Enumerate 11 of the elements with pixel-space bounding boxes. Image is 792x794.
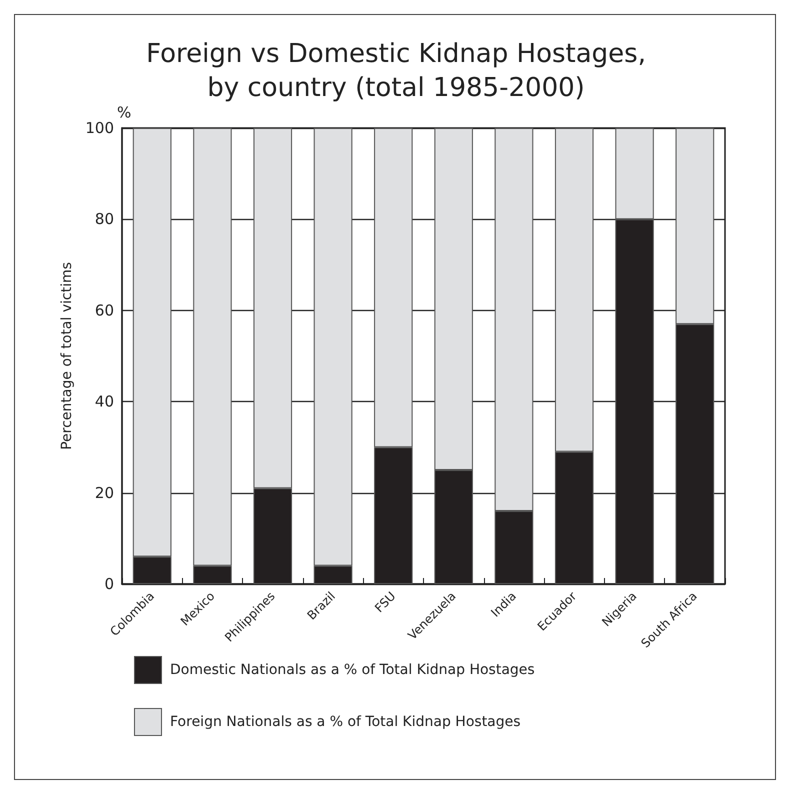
y-axis-title: Percentage of total victims <box>59 262 75 450</box>
y-tick-label: 40 <box>94 392 114 411</box>
y-tick-label: 60 <box>94 301 114 320</box>
legend-label: Foreign Nationals as a % of Total Kidnap Hostages <box>170 714 521 730</box>
y-tick-label: 100 <box>85 119 114 137</box>
legend-label: Domestic Nationals as a % of Total Kidnap Hostages <box>170 662 535 678</box>
chart-title: Foreign vs Domestic Kidnap Hostages, by country (total 1985-2000) <box>146 39 646 103</box>
y-tick-label: 0 <box>104 575 114 593</box>
y-tick-label: 20 <box>94 484 114 502</box>
y-tick-label: 80 <box>94 210 114 228</box>
text: % <box>117 104 132 122</box>
